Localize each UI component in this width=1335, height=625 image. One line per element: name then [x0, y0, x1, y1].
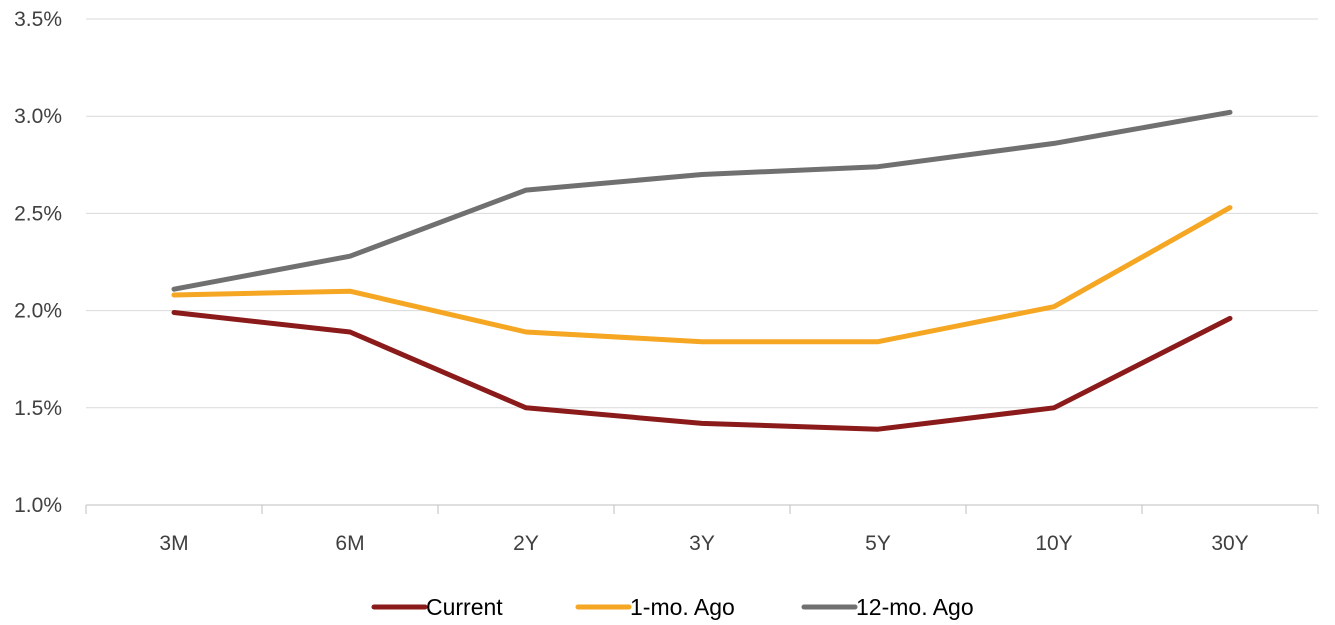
y-tick-label: 3.0%	[14, 105, 62, 128]
y-tick-label: 3.5%	[14, 8, 62, 31]
legend-label-1-mo-ago: 1-mo. Ago	[630, 594, 735, 620]
x-tick-label: 3Y	[689, 532, 715, 555]
y-tick-label: 2.0%	[14, 300, 62, 323]
series-line-current	[171, 310, 1233, 432]
legend-label-current: Current	[426, 594, 503, 620]
legend-label-12-mo-ago: 12-mo. Ago	[856, 594, 974, 620]
y-tick-label: 2.5%	[14, 202, 62, 225]
x-tick-label: 10Y	[1035, 532, 1072, 555]
x-tick-label: 30Y	[1211, 532, 1248, 555]
series-line-1-mo-ago	[171, 205, 1233, 345]
x-tick-label: 5Y	[865, 532, 891, 555]
x-axis-tick-labels: 3M 6M 2Y 3Y 5Y 10Y 30Y	[159, 532, 1248, 555]
legend: Current 1-mo. Ago 12-mo. Ago	[371, 594, 974, 620]
x-axis	[85, 504, 1319, 514]
y-tick-label: 1.0%	[14, 494, 62, 517]
x-tick-label: 3M	[159, 532, 188, 555]
y-tick-label: 1.5%	[14, 397, 62, 420]
gridlines	[86, 18, 1318, 409]
x-tick-label: 2Y	[513, 532, 539, 555]
y-axis-tick-labels: 1.0% 1.5% 2.0% 2.5% 3.0% 3.5%	[14, 8, 62, 517]
series-line-12-mo-ago	[171, 109, 1233, 292]
series-lines	[171, 109, 1233, 432]
x-tick-label: 6M	[335, 532, 364, 555]
